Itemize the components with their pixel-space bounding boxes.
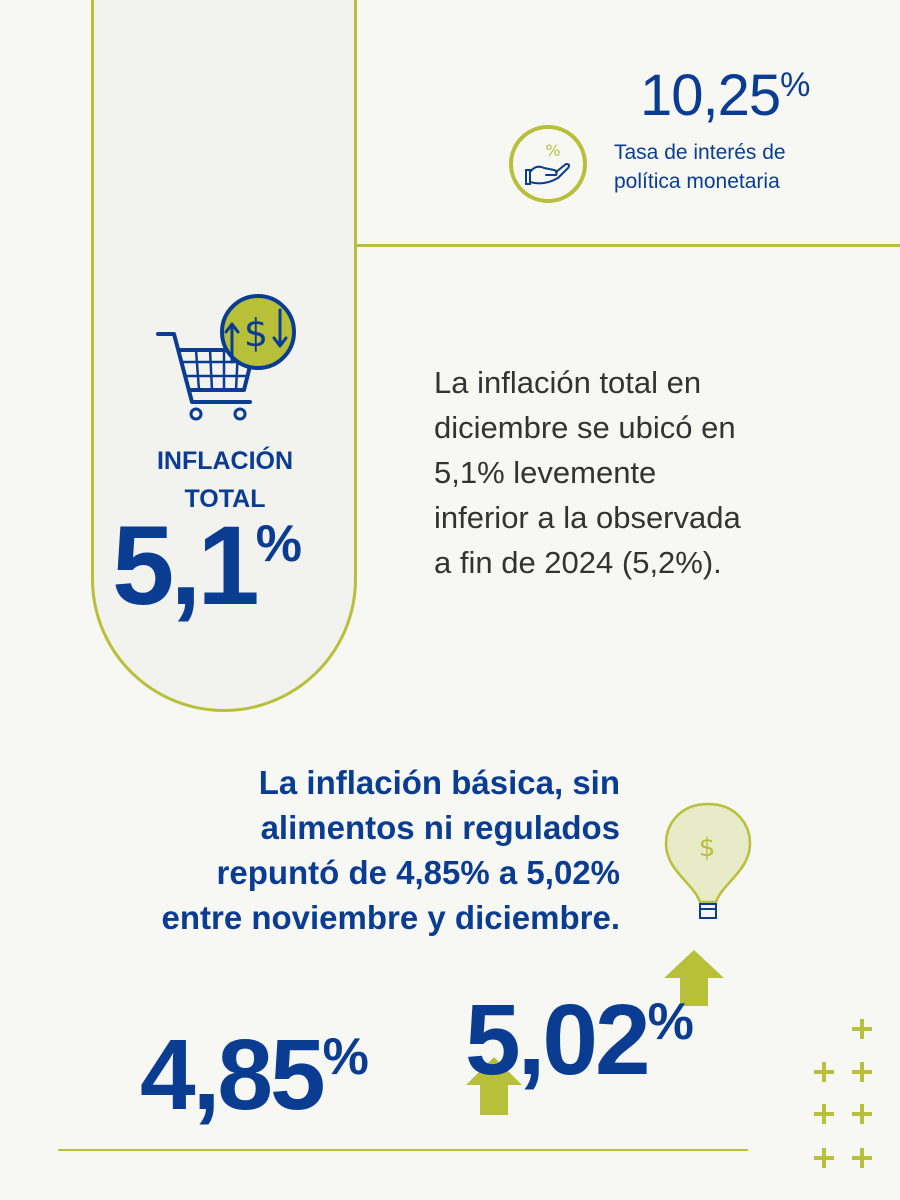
inflation-description: La inflación total en diciembre se ubicó… bbox=[434, 365, 741, 580]
svg-text:%: % bbox=[545, 141, 560, 160]
total-inflation-value: 5,1% bbox=[112, 503, 302, 628]
core-inflation-text: La inflación básica, sin alimentos ni re… bbox=[161, 764, 620, 936]
up-arrow-icon bbox=[662, 948, 726, 1008]
policy-rate-label: Tasa de interés de política monetaria bbox=[614, 141, 786, 193]
svg-text:$: $ bbox=[699, 833, 716, 863]
top-divider bbox=[357, 244, 900, 247]
plus-decoration bbox=[812, 1102, 836, 1131]
plus-decoration bbox=[850, 1017, 874, 1046]
plus-decoration bbox=[850, 1102, 874, 1131]
total-inflation-label: INFLACIÓN TOTAL bbox=[156, 447, 294, 513]
svg-text:$: $ bbox=[244, 311, 268, 355]
plus-decoration bbox=[812, 1060, 836, 1089]
core-inflation-from-value: 4,85% bbox=[140, 1019, 369, 1131]
policy-rate-value: 10,25% bbox=[640, 63, 810, 128]
core-inflation-to-value: 5,02% bbox=[465, 984, 694, 1096]
hand-percent-icon: % bbox=[508, 124, 588, 204]
plus-decoration bbox=[850, 1060, 874, 1089]
bottom-divider bbox=[58, 1149, 748, 1151]
plus-decoration bbox=[850, 1146, 874, 1175]
balloon-dollar-icon: $ bbox=[660, 800, 756, 924]
up-arrow-icon bbox=[464, 1055, 524, 1117]
shopping-cart-dollar-icon: $ bbox=[152, 290, 302, 425]
plus-decoration bbox=[812, 1146, 836, 1175]
